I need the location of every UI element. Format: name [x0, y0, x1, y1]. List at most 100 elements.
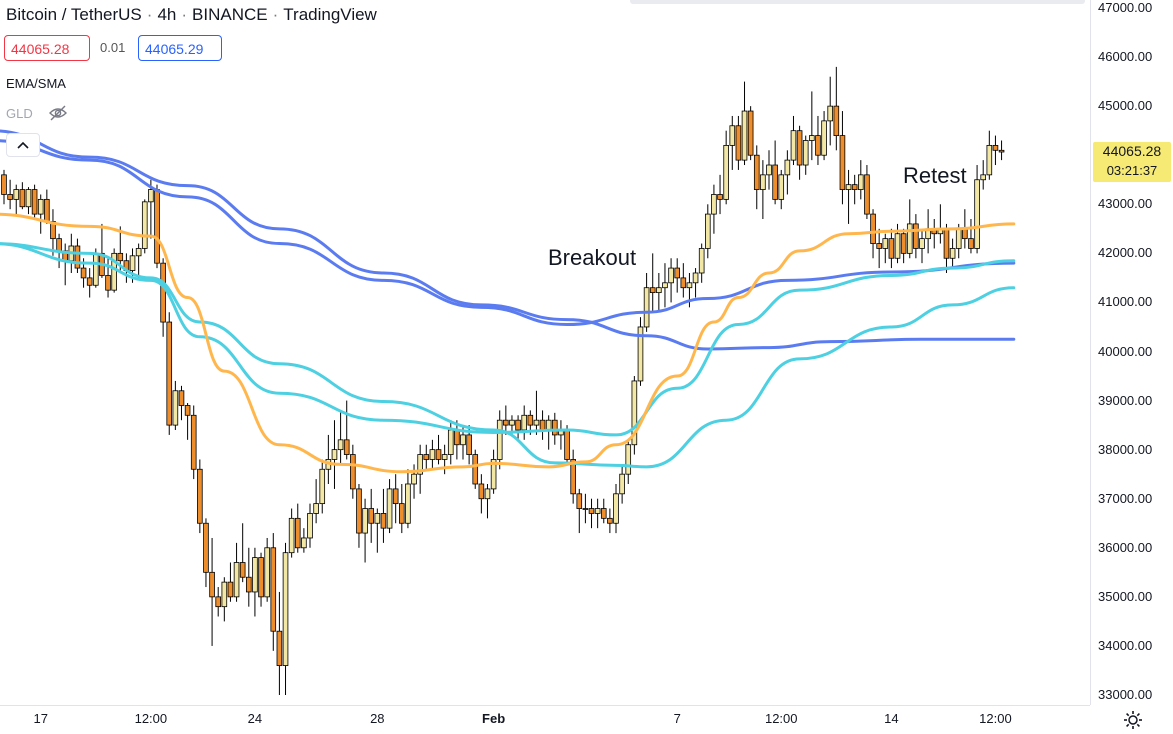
candle [631, 376, 638, 455]
current-price-label: 44065.28 03:21:37 [1093, 142, 1171, 182]
candle-body-down [227, 581, 234, 598]
candle-body-down [294, 517, 301, 549]
candle-body-up [894, 233, 901, 259]
candle [747, 106, 754, 161]
candle-body-up [129, 255, 136, 271]
candle-body-up [613, 493, 619, 524]
candle [380, 488, 387, 543]
candle-body-up [686, 282, 693, 289]
candle-body-up [172, 390, 179, 426]
candle-body-down [105, 275, 111, 291]
indicator-gld[interactable]: GLD [6, 106, 33, 121]
sell-price-button[interactable]: 44065.28 [4, 35, 90, 61]
candle-body-down [80, 267, 87, 279]
time-tick-label: 24 [247, 711, 263, 726]
candle-body-down [178, 390, 185, 406]
candle [343, 400, 350, 460]
candle [239, 523, 246, 583]
candle [772, 140, 778, 205]
candle [166, 312, 173, 435]
candle-body-up [386, 488, 393, 529]
candle [197, 459, 203, 534]
time-tick-label: 12:00 [979, 711, 1012, 726]
candle-body-down [515, 419, 521, 431]
candles-layer [1, 66, 1005, 695]
candle [392, 474, 399, 524]
candle-body-up [37, 198, 44, 215]
candle-body-down [851, 184, 858, 190]
gear-icon[interactable] [1123, 710, 1143, 730]
candle-body-up [25, 189, 32, 208]
candle-body-up [637, 326, 644, 382]
ema-teal-line[interactable] [0, 242, 1016, 469]
candle [7, 179, 13, 210]
candle-body-down [276, 630, 283, 666]
candle [674, 258, 680, 293]
indicator-ema-sma[interactable]: EMA/SMA [6, 76, 66, 91]
candle [356, 483, 362, 548]
candle-body-up [919, 238, 925, 249]
candle-body-down [343, 439, 350, 455]
ema-orange-line[interactable] [0, 212, 1016, 474]
candle-body-up [582, 508, 589, 510]
candle [968, 219, 974, 254]
candle-body-down [913, 223, 919, 249]
candle-body-up [729, 125, 736, 146]
price-tick-label: 47000.00 [1098, 0, 1153, 15]
interval-label[interactable]: 4h [157, 5, 177, 24]
candle-body-up [662, 282, 668, 289]
ema-teal-line[interactable] [0, 242, 1016, 437]
candle [662, 263, 668, 308]
candle [405, 469, 411, 529]
candle [258, 552, 264, 607]
candle-body-up [521, 414, 527, 431]
price-chart[interactable] [0, 0, 1090, 705]
candle [490, 449, 497, 494]
time-tick-label: 17 [33, 711, 48, 726]
price-tick-label: 43000.00 [1098, 196, 1153, 212]
candle [484, 483, 491, 519]
sma-blue-line[interactable] [0, 129, 1016, 351]
candle-body-down [735, 125, 742, 161]
current-price-value: 44065.28 [1102, 143, 1162, 159]
candle-body-down [368, 508, 374, 524]
candle [325, 434, 332, 484]
eye-hidden-icon[interactable] [48, 104, 68, 122]
candle [135, 243, 142, 278]
buy-price-button[interactable]: 44065.29 [138, 35, 222, 61]
candle-body-down [552, 419, 558, 436]
candle-body-down [968, 238, 974, 249]
candle [264, 537, 270, 602]
candle-body-up [845, 184, 852, 190]
candle-body-up [955, 228, 962, 249]
candle [637, 317, 644, 386]
price-axis[interactable] [1090, 0, 1173, 705]
sma-blue-line[interactable] [0, 139, 1016, 327]
candle [717, 174, 723, 215]
candle [900, 228, 907, 264]
candle [209, 537, 215, 646]
candle-body-down [564, 429, 570, 460]
candle [160, 258, 166, 337]
candle-body-down [680, 277, 687, 289]
time-axis[interactable] [0, 705, 1090, 734]
candle [784, 150, 791, 195]
symbol-name[interactable]: Bitcoin / TetherUS [6, 5, 142, 24]
candle-body-up [484, 488, 491, 500]
candle [74, 238, 81, 273]
candle [435, 434, 442, 465]
candle-body-up [643, 287, 650, 328]
collapse-legend-button[interactable] [6, 133, 40, 157]
candle-body-down [392, 488, 399, 505]
candle [172, 380, 179, 431]
candle [478, 474, 485, 514]
candle-body-down [747, 110, 754, 156]
candle [876, 228, 882, 269]
candle-body-down [772, 164, 778, 200]
candle-body-down [943, 228, 950, 259]
candle [313, 479, 319, 524]
candle [19, 182, 26, 210]
candle [111, 248, 117, 293]
candle-body-up [331, 449, 338, 460]
candle-body-up [148, 189, 154, 203]
